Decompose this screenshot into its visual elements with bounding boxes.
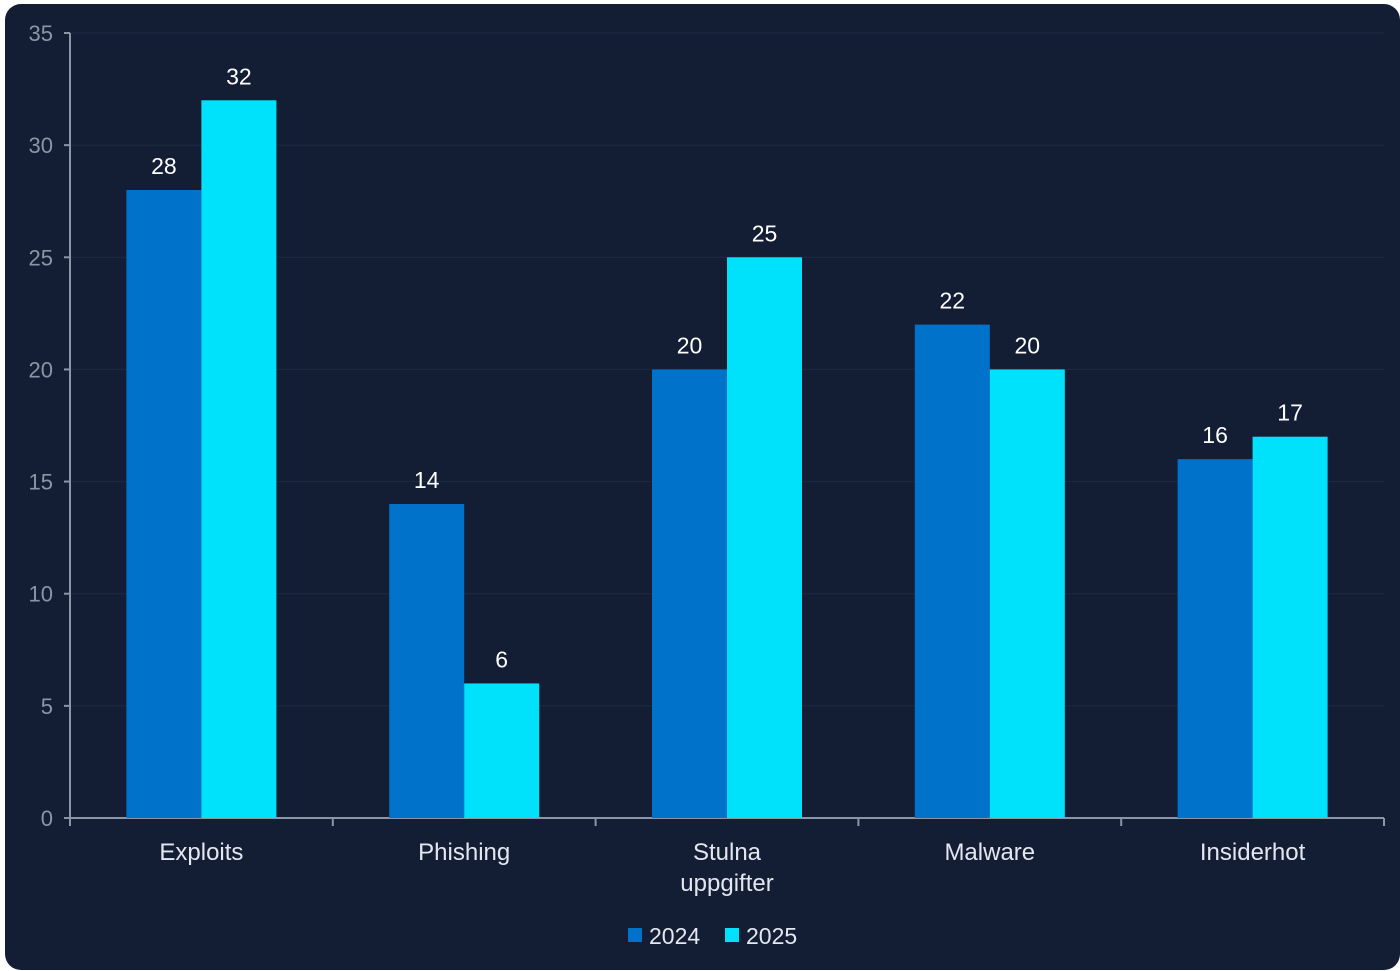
y-tick-label: 30	[29, 133, 53, 158]
data-label: 25	[752, 220, 778, 246]
data-label: 17	[1277, 400, 1303, 426]
y-tick-label: 5	[41, 694, 53, 719]
data-label: 20	[677, 332, 703, 358]
data-label: 20	[1015, 332, 1041, 358]
bar-2025	[464, 683, 539, 818]
data-label: 28	[151, 153, 177, 179]
y-tick-label: 25	[29, 245, 53, 270]
legend-swatch-2024	[628, 928, 642, 942]
data-label: 22	[940, 288, 966, 314]
y-tick-label: 0	[41, 806, 53, 831]
bar-2025	[990, 369, 1065, 818]
bar-2024	[126, 190, 201, 818]
data-label: 6	[495, 646, 508, 672]
y-tick-label: 20	[29, 357, 53, 382]
bar-2024	[1178, 459, 1253, 818]
category-label: Exploits	[159, 839, 243, 866]
y-tick-label: 15	[29, 470, 53, 495]
category-label: uppgifter	[680, 870, 773, 897]
data-label: 32	[226, 63, 252, 89]
legend-label: 2025	[746, 923, 797, 949]
y-tick-label: 10	[29, 582, 53, 607]
legend-label: 2024	[649, 923, 700, 949]
bar-2024	[652, 369, 727, 818]
category-label: Malware	[944, 839, 1035, 866]
bar-2025	[1253, 437, 1328, 818]
bar-2025	[727, 257, 802, 818]
category-label: Phishing	[418, 839, 510, 866]
data-label: 14	[414, 467, 440, 493]
bar-2024	[915, 325, 990, 818]
data-label: 16	[1202, 422, 1228, 448]
category-label: Stulna	[693, 839, 762, 866]
bar-2025	[201, 100, 276, 818]
legend-swatch-2025	[725, 928, 739, 942]
y-tick-label: 35	[29, 21, 53, 46]
category-label: Insiderhot	[1200, 839, 1306, 866]
bar-2024	[389, 504, 464, 818]
